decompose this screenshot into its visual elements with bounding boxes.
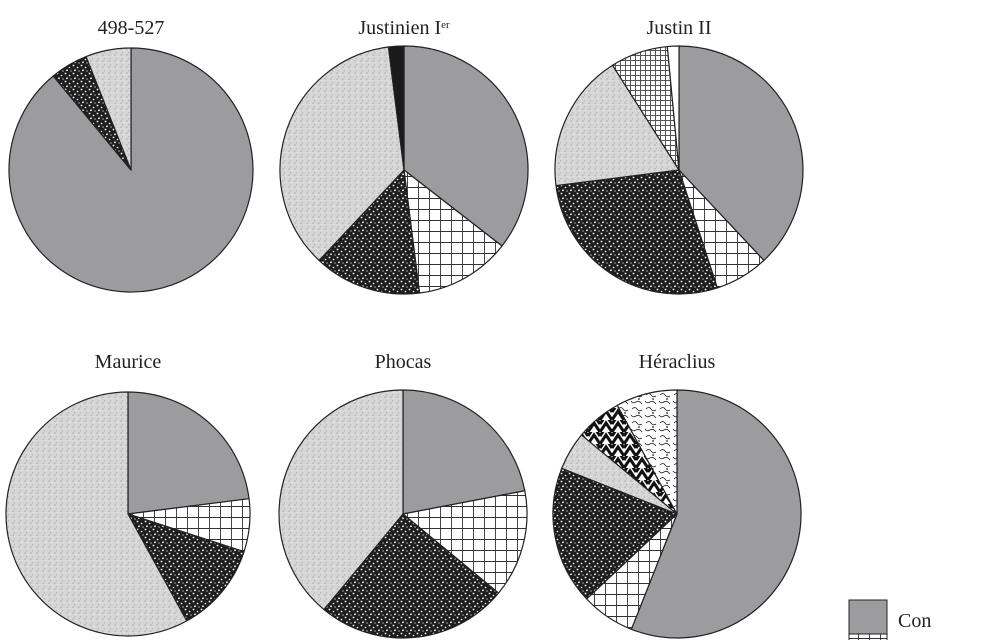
pie-title-5: Phocas — [375, 351, 432, 373]
pie-5-slice-pattern-grid — [402, 490, 528, 594]
pie-title-sup-2: er — [441, 19, 450, 31]
legend-swatch-con — [848, 599, 888, 635]
pie-3-slice-Con — [678, 45, 804, 261]
pie-2-slice-pattern-grid — [403, 169, 503, 294]
pie-6-slice-pattern-dark-speckle — [552, 467, 678, 600]
pie-chart-1: 498-527 — [8, 17, 254, 293]
pie-1-slice-pattern-light-speckle — [85, 47, 132, 171]
pie-4-slice-pattern-light-speckle — [5, 391, 188, 637]
pie-6-slice-pattern-swirl — [616, 389, 678, 515]
pie-title-3: Justin II — [647, 17, 712, 39]
pie-title-1: 498-527 — [98, 17, 165, 39]
pie-title-2: Justinien Ier — [358, 17, 450, 39]
pie-4-slice-Con — [127, 391, 250, 515]
legend-label-con: Con — [898, 610, 931, 632]
pie-title-6: Héraclius — [639, 351, 716, 373]
pie-chart-6: Héraclius — [552, 351, 802, 639]
pie-5-slice-pattern-light-speckle — [278, 389, 404, 611]
pie-4-slice-pattern-dark-speckle — [127, 513, 245, 622]
pie-6-slice-Con — [630, 389, 802, 639]
pie-2-slice-pattern-solid-black — [387, 45, 405, 171]
pie-chart-4: Maurice — [5, 351, 251, 637]
pie-chart-3: Justin II — [554, 17, 804, 295]
pie-5-slice-Con — [402, 389, 526, 515]
pie-3-slice-pattern-dark-speckle — [555, 169, 718, 295]
pie-5-slice-pattern-dark-speckle — [323, 513, 500, 639]
legend-swatch-grid — [848, 633, 888, 640]
pie-2-slice-Con — [403, 45, 529, 247]
pie-3-slice-pattern-light-speckle — [554, 64, 680, 187]
pie-3-slice-pattern-white — [666, 45, 680, 171]
pie-chart-5: Phocas — [278, 351, 528, 639]
legend: Con — [848, 599, 931, 640]
pie-title-4: Maurice — [95, 351, 162, 373]
pie-2-slice-pattern-light-speckle — [279, 46, 405, 261]
pie-chart-2: Justinien Ier — [279, 17, 529, 295]
pie-2-slice-pattern-dark-speckle — [318, 169, 421, 295]
